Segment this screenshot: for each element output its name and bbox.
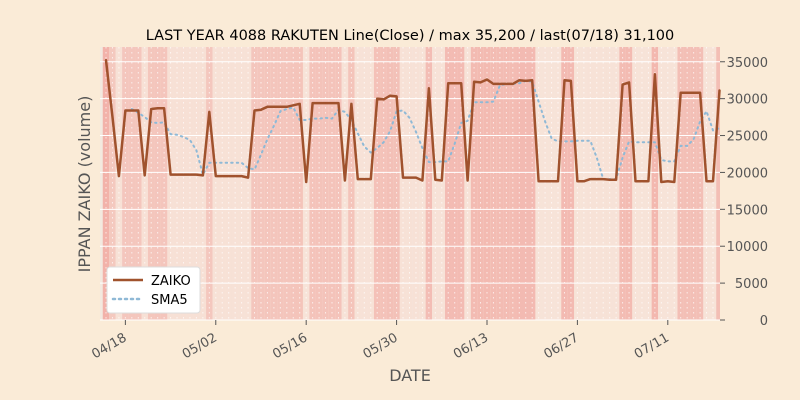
y-tick-label: 20000 [727, 166, 768, 181]
chart-title: LAST YEAR 4088 RAKUTEN Line(Close) / max… [146, 28, 675, 44]
x-tick-label: 04/18 [89, 330, 129, 362]
legend: ZAIKO SMA5 [106, 266, 201, 314]
legend-box [106, 266, 201, 314]
y-tick-label: 35000 [727, 56, 768, 71]
x-tick-label: 06/13 [451, 330, 491, 362]
y-tick-label: 25000 [727, 130, 768, 145]
y-axis-ticks: 0 5000 10000 15000 20000 25000 30000 35000 [720, 56, 768, 329]
x-tick-label: 05/16 [270, 330, 310, 362]
y-tick-label: 10000 [727, 240, 768, 255]
series-layer [104, 59, 721, 184]
legend-label-zaiko: ZAIKO [151, 274, 191, 289]
x-axis-ticks: 04/18 05/02 05/16 05/30 06/13 06/27 07/11 [89, 320, 672, 362]
series-line-zaiko [104, 59, 721, 184]
legend-label-sma5: SMA5 [151, 293, 188, 308]
y-tick-label: 0 [760, 314, 768, 329]
day-band [716, 47, 720, 320]
x-tick-label: 06/27 [541, 330, 581, 362]
x-tick-label: 05/30 [361, 330, 401, 362]
x-tick-label: 07/11 [632, 330, 672, 362]
x-tick-label: 05/02 [180, 330, 220, 362]
y-tick-label: 30000 [727, 93, 768, 108]
y-tick-label: 5000 [735, 277, 768, 292]
y-axis-label: IPPAN ZAIKO (volume) [75, 96, 94, 273]
x-axis-label: DATE [389, 366, 431, 385]
y-tick-label: 15000 [727, 203, 768, 218]
